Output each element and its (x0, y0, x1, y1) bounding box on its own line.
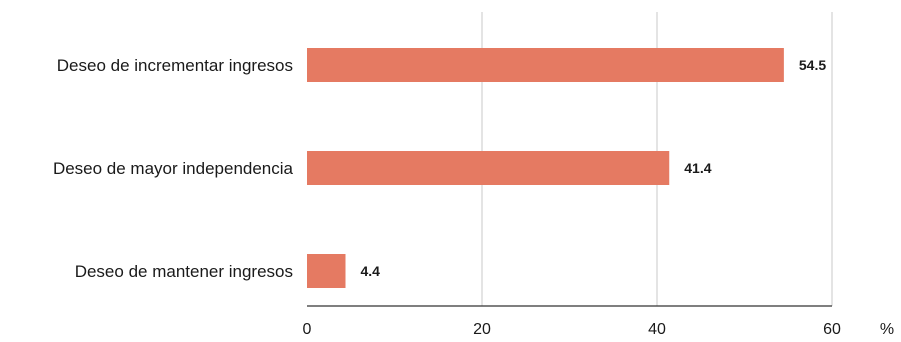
x-unit-label: % (880, 321, 894, 338)
value-label-1: 41.4 (684, 160, 711, 176)
x-tick-labels: 0 20 40 60 (303, 321, 841, 338)
x-tick-label-40: 40 (648, 321, 666, 338)
value-label-0: 54.5 (799, 57, 826, 73)
bars (307, 48, 784, 288)
category-label-2: Deseo de mantener ingresos (75, 262, 293, 281)
category-label-1: Deseo de mayor independencia (53, 159, 294, 178)
bar-0 (307, 48, 784, 82)
category-label-0: Deseo de incrementar ingresos (57, 56, 293, 75)
category-labels: Deseo de incrementar ingresos Deseo de ma… (53, 56, 294, 281)
value-labels: 54.5 41.4 4.4 (361, 57, 827, 279)
bar-1 (307, 151, 670, 185)
x-tick-label-20: 20 (473, 321, 491, 338)
value-label-2: 4.4 (361, 263, 381, 279)
x-tick-label-60: 60 (823, 321, 841, 338)
bar-2 (307, 254, 346, 288)
x-tick-label-0: 0 (303, 321, 312, 338)
